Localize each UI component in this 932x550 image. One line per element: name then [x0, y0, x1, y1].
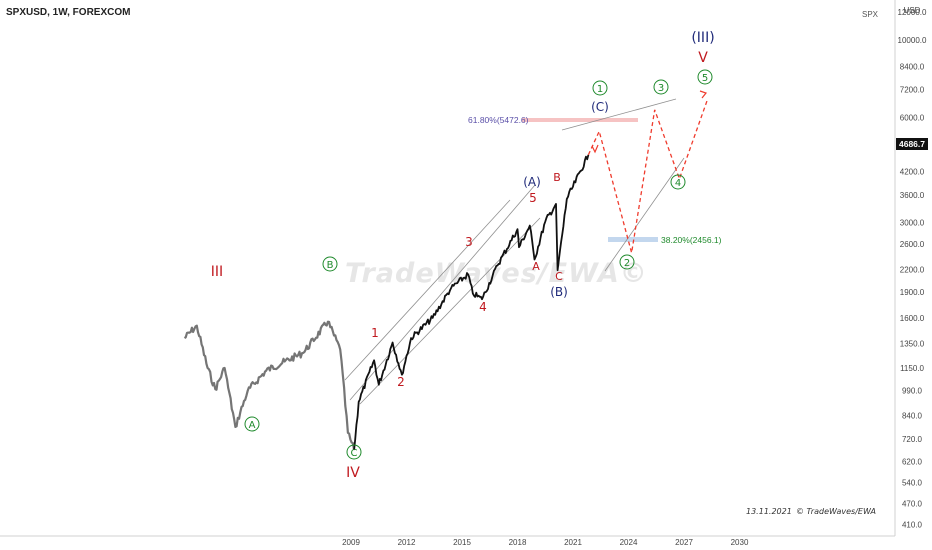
- symbol-label: SPX: [862, 10, 879, 19]
- price-series-recent: [353, 154, 590, 451]
- price-tick-label: 8400.0: [900, 62, 925, 71]
- price-axis-ticks: 12000.010000.08400.07200.06000.05000.042…: [898, 8, 927, 529]
- svg-text:B: B: [327, 260, 334, 271]
- wave-4-label: 4: [479, 300, 487, 314]
- price-tick-label: 720.0: [902, 435, 923, 444]
- wave-small-C-label: C: [555, 270, 563, 283]
- price-tick-label: 2200.0: [900, 266, 925, 275]
- time-tick-label: 2012: [398, 538, 416, 547]
- price-tick-label: 2600.0: [900, 240, 925, 249]
- price-tick-label: 1150.0: [900, 364, 924, 373]
- svg-text:3: 3: [658, 83, 664, 94]
- wave-5-label: 5: [529, 191, 537, 205]
- price-axis-currency: USD: [904, 6, 921, 15]
- price-tick-label: 1350.0: [900, 340, 925, 349]
- wave-paren-B-label: (B): [550, 285, 568, 299]
- svg-text:2: 2: [624, 258, 630, 269]
- price-tick-label: 3000.0: [900, 218, 925, 227]
- last-price-value: 4686.7: [899, 139, 925, 149]
- time-tick-label: 2024: [620, 538, 638, 547]
- price-tick-label: 540.0: [902, 479, 923, 488]
- fib-lower-label: 38.20%(2456.1): [661, 235, 722, 245]
- svg-text:4: 4: [675, 178, 681, 189]
- price-tick-label: 1600.0: [900, 314, 925, 323]
- projection-tick: [591, 144, 599, 154]
- price-tick-label: 620.0: [902, 458, 923, 467]
- chart-title: SPXUSD, 1W, FOREXCOM: [6, 7, 130, 18]
- svg-text:A: A: [249, 420, 256, 431]
- svg-text:C: C: [351, 448, 358, 459]
- price-tick-label: 410.0: [902, 520, 923, 529]
- wave-2-label: 2: [397, 375, 405, 389]
- circled-wave-4: 4: [670, 174, 686, 190]
- price-series-history: [183, 320, 356, 451]
- chart-credit: © TradeWaves/EWA: [796, 507, 876, 516]
- wave-1-label: 1: [371, 326, 379, 340]
- fib-upper-zone: [522, 118, 638, 122]
- wave-small-B-label: B: [553, 171, 561, 184]
- fib-upper-label: 61.80%(5472.6): [468, 115, 529, 125]
- time-tick-label: 2009: [342, 538, 360, 547]
- projection-arrow: [699, 90, 708, 99]
- price-tick-label: 840.0: [902, 412, 923, 421]
- wave-paren-C-label: (C): [591, 100, 609, 114]
- time-tick-label: 2030: [731, 538, 749, 547]
- price-tick-label: 12000.0: [898, 8, 927, 17]
- price-tick-label: 3600.0: [900, 191, 925, 200]
- wave-III-label: III: [211, 264, 223, 280]
- price-tick-label: 10000.0: [898, 36, 927, 45]
- wave-small-A-label: A: [532, 260, 540, 273]
- circled-wave-B: B: [322, 256, 338, 272]
- last-price-tag: [896, 138, 928, 150]
- time-axis-ticks: 2009 2012 2015 2018 2021 2024 2027 2030: [342, 538, 749, 547]
- price-tick-label: 4200.0: [900, 167, 925, 176]
- time-tick-label: 2021: [564, 538, 582, 547]
- wave-super-III-label: (III): [691, 30, 714, 46]
- chart-date: 13.11.2021: [746, 507, 792, 516]
- time-tick-label: 2015: [453, 538, 471, 547]
- circled-wave-2: 2: [619, 254, 635, 270]
- circled-wave-5: 5: [697, 69, 713, 85]
- circled-wave-A: A: [244, 416, 260, 432]
- price-tick-label: 990.0: [902, 387, 923, 396]
- price-tick-label: 6000.0: [900, 113, 925, 122]
- projection-path: [587, 100, 708, 253]
- circled-wave-C: C: [346, 444, 362, 460]
- price-tick-label: 1900.0: [900, 288, 925, 297]
- svg-text:1: 1: [597, 84, 603, 95]
- circled-wave-1: 1: [592, 80, 608, 96]
- time-tick-label: 2018: [509, 538, 527, 547]
- wave-3-label: 3: [465, 235, 473, 249]
- svg-text:5: 5: [702, 73, 708, 84]
- wave-channel: [344, 98, 685, 405]
- wave-V-label: V: [698, 50, 708, 66]
- time-tick-label: 2027: [675, 538, 693, 547]
- price-tick-label: 7200.0: [900, 86, 925, 95]
- fib-lower-zone: [608, 237, 658, 242]
- price-tick-label: 470.0: [902, 500, 923, 509]
- circled-wave-3: 3: [653, 79, 669, 95]
- wave-paren-A-label: (A): [523, 175, 541, 189]
- wave-IV-label: IV: [346, 465, 360, 481]
